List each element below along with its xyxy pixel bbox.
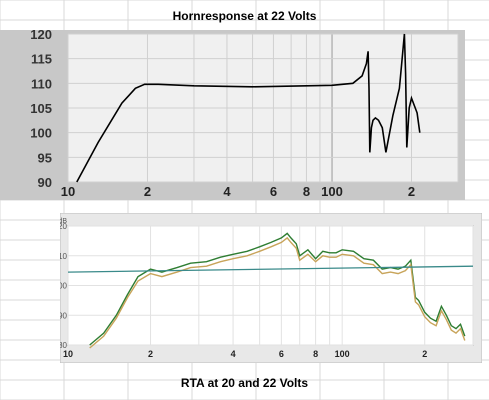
bottom-y-axis-unit: dB bbox=[60, 218, 67, 225]
top-y-tick-label: 100 bbox=[30, 126, 52, 141]
horn-response-chart: 120 115 110 105 100 95 90 10 2 4 6 8 100 2 bbox=[0, 30, 465, 200]
top-x-tick-label: 2 bbox=[408, 184, 415, 199]
bottom-x-tick-label: 10 bbox=[63, 349, 73, 359]
bottom-series-line bbox=[67, 265, 474, 273]
top-y-tick-label: 110 bbox=[31, 76, 52, 91]
bottom-y-tick-label: 110 bbox=[60, 252, 68, 261]
top-x-tick-label: 4 bbox=[223, 184, 231, 199]
rta-chart: 120 110 100 90 80 dB 10 2 4 6 8 100 2 bbox=[60, 213, 482, 363]
top-y-tick-label: 95 bbox=[38, 150, 52, 165]
bottom-x-tick-label: 8 bbox=[313, 349, 318, 359]
top-y-tick-label: 120 bbox=[30, 30, 52, 42]
bottom-y-tick-label: 100 bbox=[60, 282, 68, 291]
bottom-x-tick-label: 6 bbox=[279, 349, 284, 359]
bottom-x-tick-label: 2 bbox=[422, 349, 427, 359]
bottom-x-tick-label: 100 bbox=[335, 349, 350, 359]
top-x-tick-label: 2 bbox=[144, 184, 151, 199]
top-chart-title: Hornresponse at 22 Volts bbox=[172, 9, 317, 23]
top-x-tick-label: 8 bbox=[303, 184, 310, 199]
top-y-tick-label: 115 bbox=[31, 52, 52, 67]
top-y-tick-label: 105 bbox=[30, 101, 52, 116]
top-x-tick-label: 6 bbox=[270, 184, 277, 199]
top-x-tick-label: 100 bbox=[321, 184, 343, 199]
bottom-chart-title: RTA at 20 and 22 Volts bbox=[180, 376, 309, 390]
top-response-line bbox=[76, 33, 421, 183]
bottom-y-tick-label: 90 bbox=[60, 311, 68, 320]
bottom-series-line bbox=[89, 232, 466, 346]
top-x-tick-label: 10 bbox=[61, 184, 75, 199]
bottom-x-tick-label: 2 bbox=[148, 349, 153, 359]
bottom-y-tick-label: 120 bbox=[60, 222, 68, 231]
bottom-x-tick-label: 4 bbox=[231, 349, 236, 359]
top-y-tick-label: 90 bbox=[38, 175, 52, 190]
bottom-y-tick-label: 80 bbox=[60, 341, 68, 350]
